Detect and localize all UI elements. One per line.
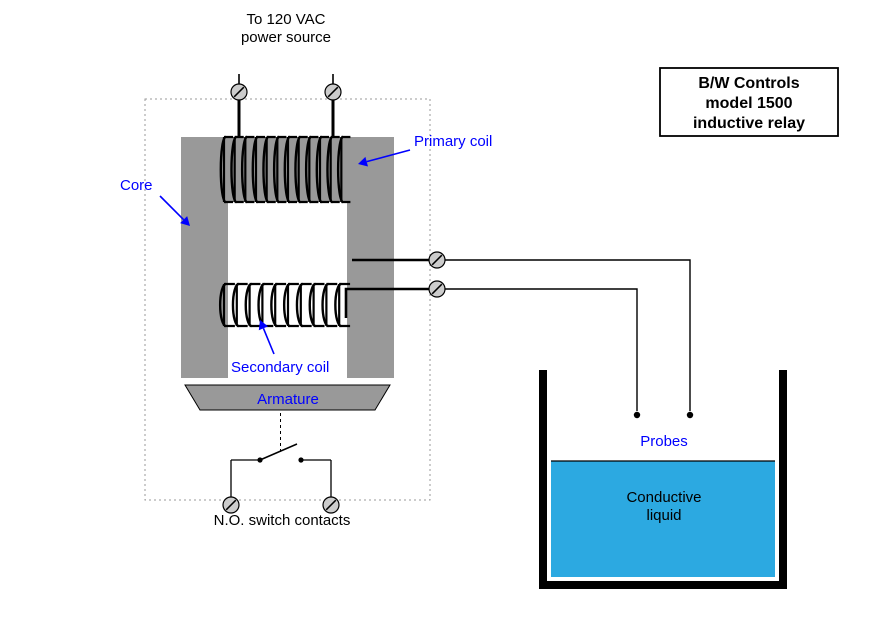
- label-core: Core: [120, 177, 153, 194]
- label-top2: power source: [241, 29, 331, 46]
- sw-contact: [298, 457, 303, 462]
- label-primary: Primary coil: [414, 133, 492, 150]
- diagram-svg: B/W Controls model 1500 inductive relay To …: [0, 0, 876, 617]
- label-top1: To 120 VAC: [247, 11, 326, 28]
- label-liquid1: Conductive: [626, 489, 701, 506]
- core-right: [347, 137, 394, 378]
- title-line1: B/W Controls: [698, 75, 799, 92]
- label-probes: Probes: [640, 433, 688, 450]
- probe-tip-left: [634, 412, 640, 418]
- label-secondary: Secondary coil: [231, 359, 329, 376]
- title-line3: inductive relay: [693, 115, 805, 132]
- title-line2: model 1500: [705, 95, 792, 112]
- label-armature: Armature: [257, 391, 319, 408]
- label-liquid2: liquid: [646, 507, 681, 524]
- probe-tip-right: [687, 412, 693, 418]
- diagram-root: B/W Controls model 1500 inductive relay To …: [0, 0, 876, 617]
- label-nosw: N.O. switch contacts: [214, 512, 351, 529]
